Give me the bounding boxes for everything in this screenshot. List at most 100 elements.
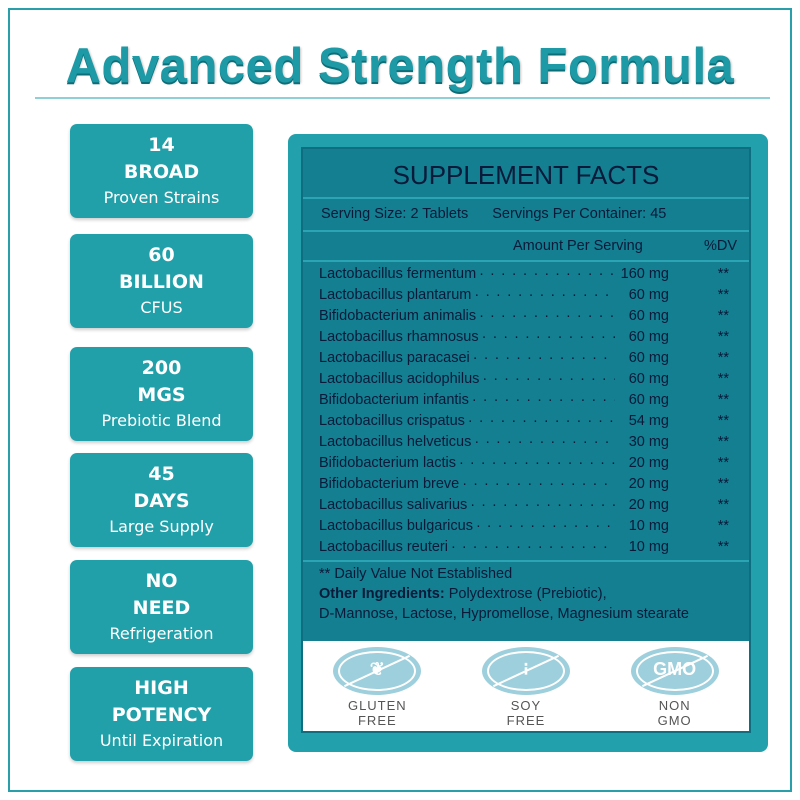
ingredient-dv: ** (717, 287, 729, 303)
ingredient-amount: 60 mg (628, 392, 669, 408)
ingredient-amount: 160 mg (620, 266, 669, 282)
feature-badge: 60 BILLION CFUS (70, 234, 253, 328)
ingredient-name: Bifidobacterium breve (319, 476, 460, 492)
ingredient-dv: ** (717, 413, 729, 429)
leader-dots: · · · · · · · · · · · · · · · · · · · · … (475, 518, 615, 534)
ingredient-amount: 10 mg (628, 539, 669, 555)
page-title: Advanced Strength Formula (65, 39, 735, 93)
ingredient-name: Lactobacillus salivarius (319, 497, 468, 513)
ingredient-dv: ** (717, 434, 729, 450)
badge-subtitle: Until Expiration (99, 731, 224, 750)
feature-badge: HIGH POTENCY Until Expiration (70, 667, 253, 761)
certification-badge: ⁝ SOY FREE (471, 641, 581, 731)
ingredient-row: Lactobacillus salivarius · · · · · · · · … (303, 495, 749, 516)
ingredient-dv: ** (717, 329, 729, 345)
ingredient-dv: ** (717, 392, 729, 408)
certification-icons: ❦ GLUTEN FREE ⁝ SOY FREE GMO NON GMO (303, 641, 749, 731)
feature-badge: NO NEED Refrigeration (70, 560, 253, 654)
ingredient-amount: 20 mg (628, 476, 669, 492)
ingredient-name: Lactobacillus rhamnosus (319, 329, 479, 345)
ingredient-row: Lactobacillus helveticus · · · · · · · · … (303, 432, 749, 453)
leader-dots: · · · · · · · · · · · · · · · · · · · · … (471, 392, 615, 408)
ingredient-row: Lactobacillus plantarum · · · · · · · · ·… (303, 285, 749, 306)
ingredient-row: Lactobacillus rhamnosus · · · · · · · · ·… (303, 327, 749, 348)
ingredient-amount: 54 mg (628, 413, 669, 429)
badge-subtitle: Large Supply (109, 517, 214, 536)
ingredient-name: Lactobacillus bulgaricus (319, 518, 473, 534)
badge-title: POTENCY (111, 704, 212, 726)
ingredient-row: Bifidobacterium animalis · · · · · · · · … (303, 306, 749, 327)
cert-label-line1: GLUTEN (347, 698, 407, 713)
ingredient-name: Lactobacillus paracasei (319, 350, 470, 366)
leader-dots: · · · · · · · · · · · · · · · · · · · · … (467, 413, 615, 429)
ingredient-name: Lactobacillus acidophilus (319, 371, 480, 387)
image-frame (8, 8, 792, 792)
feature-badge: 200 MGS Prebiotic Blend (70, 347, 253, 441)
serving-size: Serving Size: 2 Tablets (321, 206, 469, 222)
ingredient-name: Lactobacillus plantarum (319, 287, 472, 303)
cert-label-line2: GMO (657, 713, 692, 728)
leader-dots: · · · · · · · · · · · · · · · · · · · · … (479, 266, 615, 282)
ingredient-dv: ** (717, 350, 729, 366)
badge-title: BILLION (119, 271, 204, 293)
badge-subtitle: CFUS (140, 298, 183, 317)
leader-dots: · · · · · · · · · · · · · · · · · · · · … (474, 287, 615, 303)
ingredient-amount: 60 mg (628, 350, 669, 366)
leader-dots: · · · · · · · · · · · · · · · · · · · · … (470, 497, 615, 513)
badge-subtitle: Refrigeration (109, 624, 214, 643)
cert-label-line1: SOY (510, 698, 542, 713)
ingredient-dv: ** (717, 371, 729, 387)
ingredient-amount: 60 mg (628, 287, 669, 303)
badge-number: NO (145, 570, 178, 592)
ingredient-row: Lactobacillus bulgaricus · · · · · · · · … (303, 516, 749, 537)
supplement-facts-label: SUPPLEMENT FACTS Serving Size: 2 Tablets… (301, 147, 751, 733)
ingredient-row: Bifidobacterium infantis · · · · · · · · … (303, 390, 749, 411)
ingredient-row: Lactobacillus acidophilus · · · · · · · ·… (303, 369, 749, 390)
supplement-facts-panel: SUPPLEMENT FACTS Serving Size: 2 Tablets… (288, 134, 768, 752)
cert-label-line2: FREE (357, 713, 397, 728)
gmo-crossed-icon: GMO (630, 647, 719, 695)
ingredient-name: Lactobacillus fermentum (319, 266, 477, 282)
ingredient-name: Lactobacillus reuteri (319, 539, 448, 555)
footnote: ** Daily Value Not Established (319, 566, 513, 582)
leader-dots: · · · · · · · · · · · · · · · · · · · · … (474, 434, 615, 450)
leader-dots: · · · · · · · · · · · · · · · · · · · · … (481, 329, 615, 345)
badge-number: 200 (141, 357, 182, 379)
ingredient-amount: 60 mg (628, 308, 669, 324)
ingredient-row: Lactobacillus reuteri · · · · · · · · · ·… (303, 537, 749, 558)
cert-label-line1: NON (658, 698, 691, 713)
ingredient-name: Bifidobacterium lactis (319, 455, 456, 471)
badge-subtitle: Prebiotic Blend (101, 411, 222, 430)
badge-title: NEED (132, 597, 191, 619)
badge-number: 45 (148, 463, 175, 485)
ingredient-name: Lactobacillus crispatus (319, 413, 465, 429)
soy-crossed-icon: ⁝ (481, 647, 570, 695)
ingredient-amount: 60 mg (628, 371, 669, 387)
leader-dots: · · · · · · · · · · · · · · · · · · · · … (472, 350, 615, 366)
other-label: Other Ingredients: (319, 586, 445, 602)
column-headers: Amount Per Serving %DV (303, 232, 749, 262)
title-underline (35, 97, 770, 99)
badge-title: BROAD (123, 161, 200, 183)
ingredient-dv: ** (717, 539, 729, 555)
ingredient-row: Lactobacillus paracasei · · · · · · · · ·… (303, 348, 749, 369)
badge-subtitle: Proven Strains (103, 188, 220, 207)
ingredient-row: Bifidobacterium breve · · · · · · · · · ·… (303, 474, 749, 495)
certification-badge: ❦ GLUTEN FREE (322, 641, 432, 731)
leader-dots: · · · · · · · · · · · · · · · · · · · · … (459, 455, 615, 471)
ingredient-name: Lactobacillus helveticus (319, 434, 472, 450)
leader-dots: · · · · · · · · · · · · · · · · · · · · … (479, 308, 615, 324)
leader-dots: · · · · · · · · · · · · · · · · · · · · … (450, 539, 615, 555)
feature-badge: 14 BROAD Proven Strains (70, 124, 253, 218)
badge-title: MGS (137, 384, 186, 406)
badge-title: DAYS (133, 490, 190, 512)
ingredient-dv: ** (717, 455, 729, 471)
ingredient-amount: 20 mg (628, 455, 669, 471)
leader-dots: · · · · · · · · · · · · · · · · · · · · … (482, 371, 615, 387)
badge-number: HIGH (134, 677, 189, 699)
ingredient-name: Bifidobacterium animalis (319, 308, 477, 324)
ingredient-amount: 10 mg (628, 518, 669, 534)
badge-number: 60 (148, 244, 175, 266)
ingredient-amount: 60 mg (628, 329, 669, 345)
wheat-crossed-icon: ❦ (333, 647, 422, 695)
